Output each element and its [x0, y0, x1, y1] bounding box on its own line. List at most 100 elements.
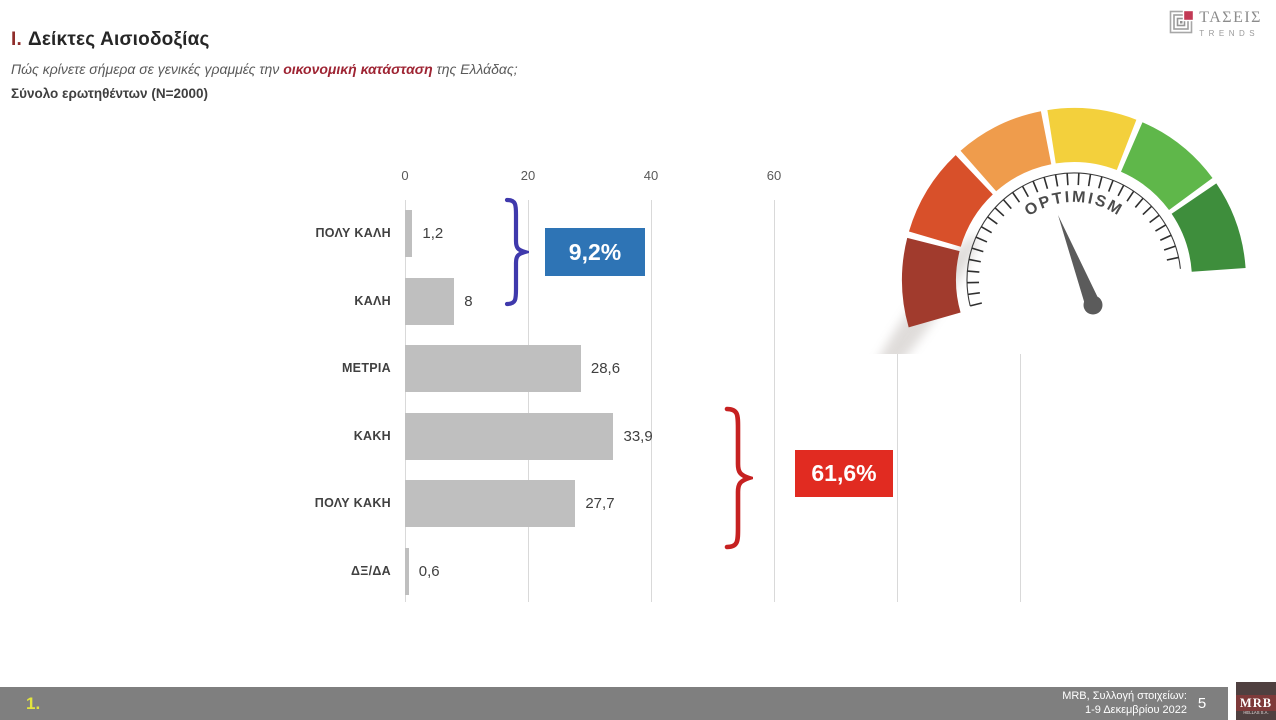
positive-group-brace	[504, 197, 529, 307]
gauge-tick	[1149, 214, 1160, 224]
gauge-tick	[1155, 224, 1167, 232]
gauge-tick	[1077, 173, 1080, 186]
gauge-tick	[980, 225, 993, 234]
category-label: ΠΟΛΥ ΚΑΛΗ	[315, 226, 391, 240]
negative-group-brace	[724, 406, 753, 550]
mrb-hellas-logo: MRB HELLAS S.A.	[1236, 682, 1276, 720]
gauge-tick	[1043, 177, 1049, 190]
survey-question: Πώς κρίνετε σήμερα σε γενικές γραμμές τη…	[11, 61, 518, 77]
trends-logo: ΤΑΣΕΙΣ TRENDS	[1169, 10, 1262, 38]
title-text: Δείκτες Αισιοδοξίας	[27, 29, 210, 50]
gauge-tick	[971, 247, 984, 253]
bar-row-dx-da: ΔΞ/ΔΑ 0,6	[0, 547, 1276, 595]
x-tick-label: 20	[520, 168, 536, 183]
gauge-segment	[908, 155, 994, 248]
gauge-tick	[1011, 191, 1021, 203]
gridline	[897, 354, 898, 602]
category-label: ΔΞ/ΔΑ	[350, 563, 391, 578]
footer-source-line1: MRB, Συλλογή στοιχείων:	[1062, 690, 1187, 702]
category-label: ΚΑΚΗ	[353, 428, 391, 443]
bar	[405, 547, 409, 595]
mrb-logo-text: MRB	[1236, 695, 1276, 711]
gauge-needle	[1058, 215, 1100, 308]
bar	[405, 345, 581, 392]
bar-row-poly-kaki: ΠΟΛΥ ΚΑΚΗ 27,7	[0, 480, 1276, 527]
value-label: 1,2	[422, 225, 444, 242]
title-index: I.	[11, 29, 22, 50]
gauge-segment	[1120, 122, 1213, 211]
gauge-tick	[1098, 176, 1103, 189]
gauge-tick	[987, 216, 998, 225]
gauge-tick	[1166, 256, 1179, 261]
gauge-tick	[994, 207, 1005, 217]
footer-source-line2: 1-9 Δεκεμβρίου 2022	[1084, 704, 1187, 716]
trends-logo-icon	[1169, 10, 1195, 34]
gauge-tick	[969, 302, 983, 307]
gridline	[774, 200, 775, 602]
gauge-tick	[1126, 190, 1135, 202]
gauge-segment	[1047, 108, 1137, 171]
gauge-tick	[1002, 199, 1012, 210]
value-label: 28,6	[590, 360, 621, 377]
positive-total-badge: 9,2%	[545, 228, 645, 276]
gridline	[528, 200, 529, 602]
gauge-tick	[1087, 174, 1092, 187]
mrb-logo-top	[1236, 682, 1276, 695]
mrb-logo-subtext: HELLAS S.A.	[1243, 710, 1269, 716]
sample-size-label: Σύνολο ερωτηθέντων (N=2000)	[11, 86, 208, 101]
question-highlight: οικονομική κατάσταση	[283, 61, 433, 77]
trends-logo-name: ΤΑΣΕΙΣ	[1199, 9, 1262, 26]
gauge-tick	[968, 258, 981, 263]
gauge-tick	[1159, 234, 1172, 242]
category-label: ΜΕΤΡΙΑ	[341, 361, 391, 375]
gauge-tick	[1134, 197, 1144, 208]
gridline	[405, 200, 406, 602]
gauge-tick	[967, 270, 980, 273]
x-tick-label: 60	[766, 168, 782, 183]
gauge-tick	[967, 291, 980, 296]
bar-row-kaki: ΚΑΚΗ 33,9	[0, 412, 1276, 460]
gridline	[651, 200, 652, 602]
value-label: 27,7	[585, 495, 615, 512]
gauge-segment	[902, 237, 961, 328]
gauge-tick	[1032, 180, 1039, 193]
bar	[405, 412, 614, 460]
bar	[405, 210, 413, 257]
gauge-tick	[1066, 173, 1069, 186]
optimism-gauge: OPTIMISM	[852, 76, 1276, 354]
footer-source: MRB, Συλλογή στοιχείων: 1-9 Δεκεμβρίου 2…	[1062, 689, 1187, 717]
category-label: ΠΟΛΥ ΚΑΚΗ	[314, 496, 391, 510]
gauge-segment	[1171, 183, 1246, 273]
footer-section-number: 1.	[26, 694, 41, 713]
value-label: 8	[464, 292, 473, 310]
gauge-tick	[1163, 245, 1176, 251]
gauge-tick	[1054, 174, 1059, 187]
value-label: 33,9	[623, 427, 653, 445]
footer-bar: 1.	[0, 687, 1228, 720]
negative-total-badge: 61,6%	[795, 450, 893, 497]
category-label: ΚΑΛΗ	[354, 293, 391, 308]
gauge-tick	[975, 236, 988, 243]
question-pre: Πώς κρίνετε σήμερα σε γενικές γραμμές τη…	[11, 61, 284, 77]
gauge-label: OPTIMISM	[1022, 189, 1126, 220]
bar-row-poly-kali: ΠΟΛΥ ΚΑΛΗ 1,2	[0, 210, 1276, 257]
gauge-needle-hub	[1083, 295, 1103, 315]
bar-row-kali: ΚΑΛΗ 8	[0, 277, 1276, 325]
gauge-tick	[1142, 205, 1153, 216]
x-tick-label: 0	[401, 168, 409, 183]
gauge-segment	[960, 111, 1053, 192]
page-title: I. Δείκτες Αισιοδοξίας	[11, 29, 210, 51]
trends-logo-sub: TRENDS	[1199, 29, 1260, 38]
bar-row-metria: ΜΕΤΡΙΑ 28,6	[0, 345, 1276, 392]
gauge-tick	[1117, 184, 1125, 197]
gridline	[1020, 354, 1021, 602]
value-label: 0,6	[418, 562, 440, 580]
gauge-tick	[1021, 185, 1029, 198]
question-post: της Ελλάδας;	[432, 61, 518, 77]
page-number: 5	[1197, 695, 1207, 712]
x-tick-label: 40	[643, 168, 659, 183]
bar	[405, 277, 455, 325]
bar	[405, 480, 576, 527]
gauge-tick	[1107, 180, 1114, 192]
